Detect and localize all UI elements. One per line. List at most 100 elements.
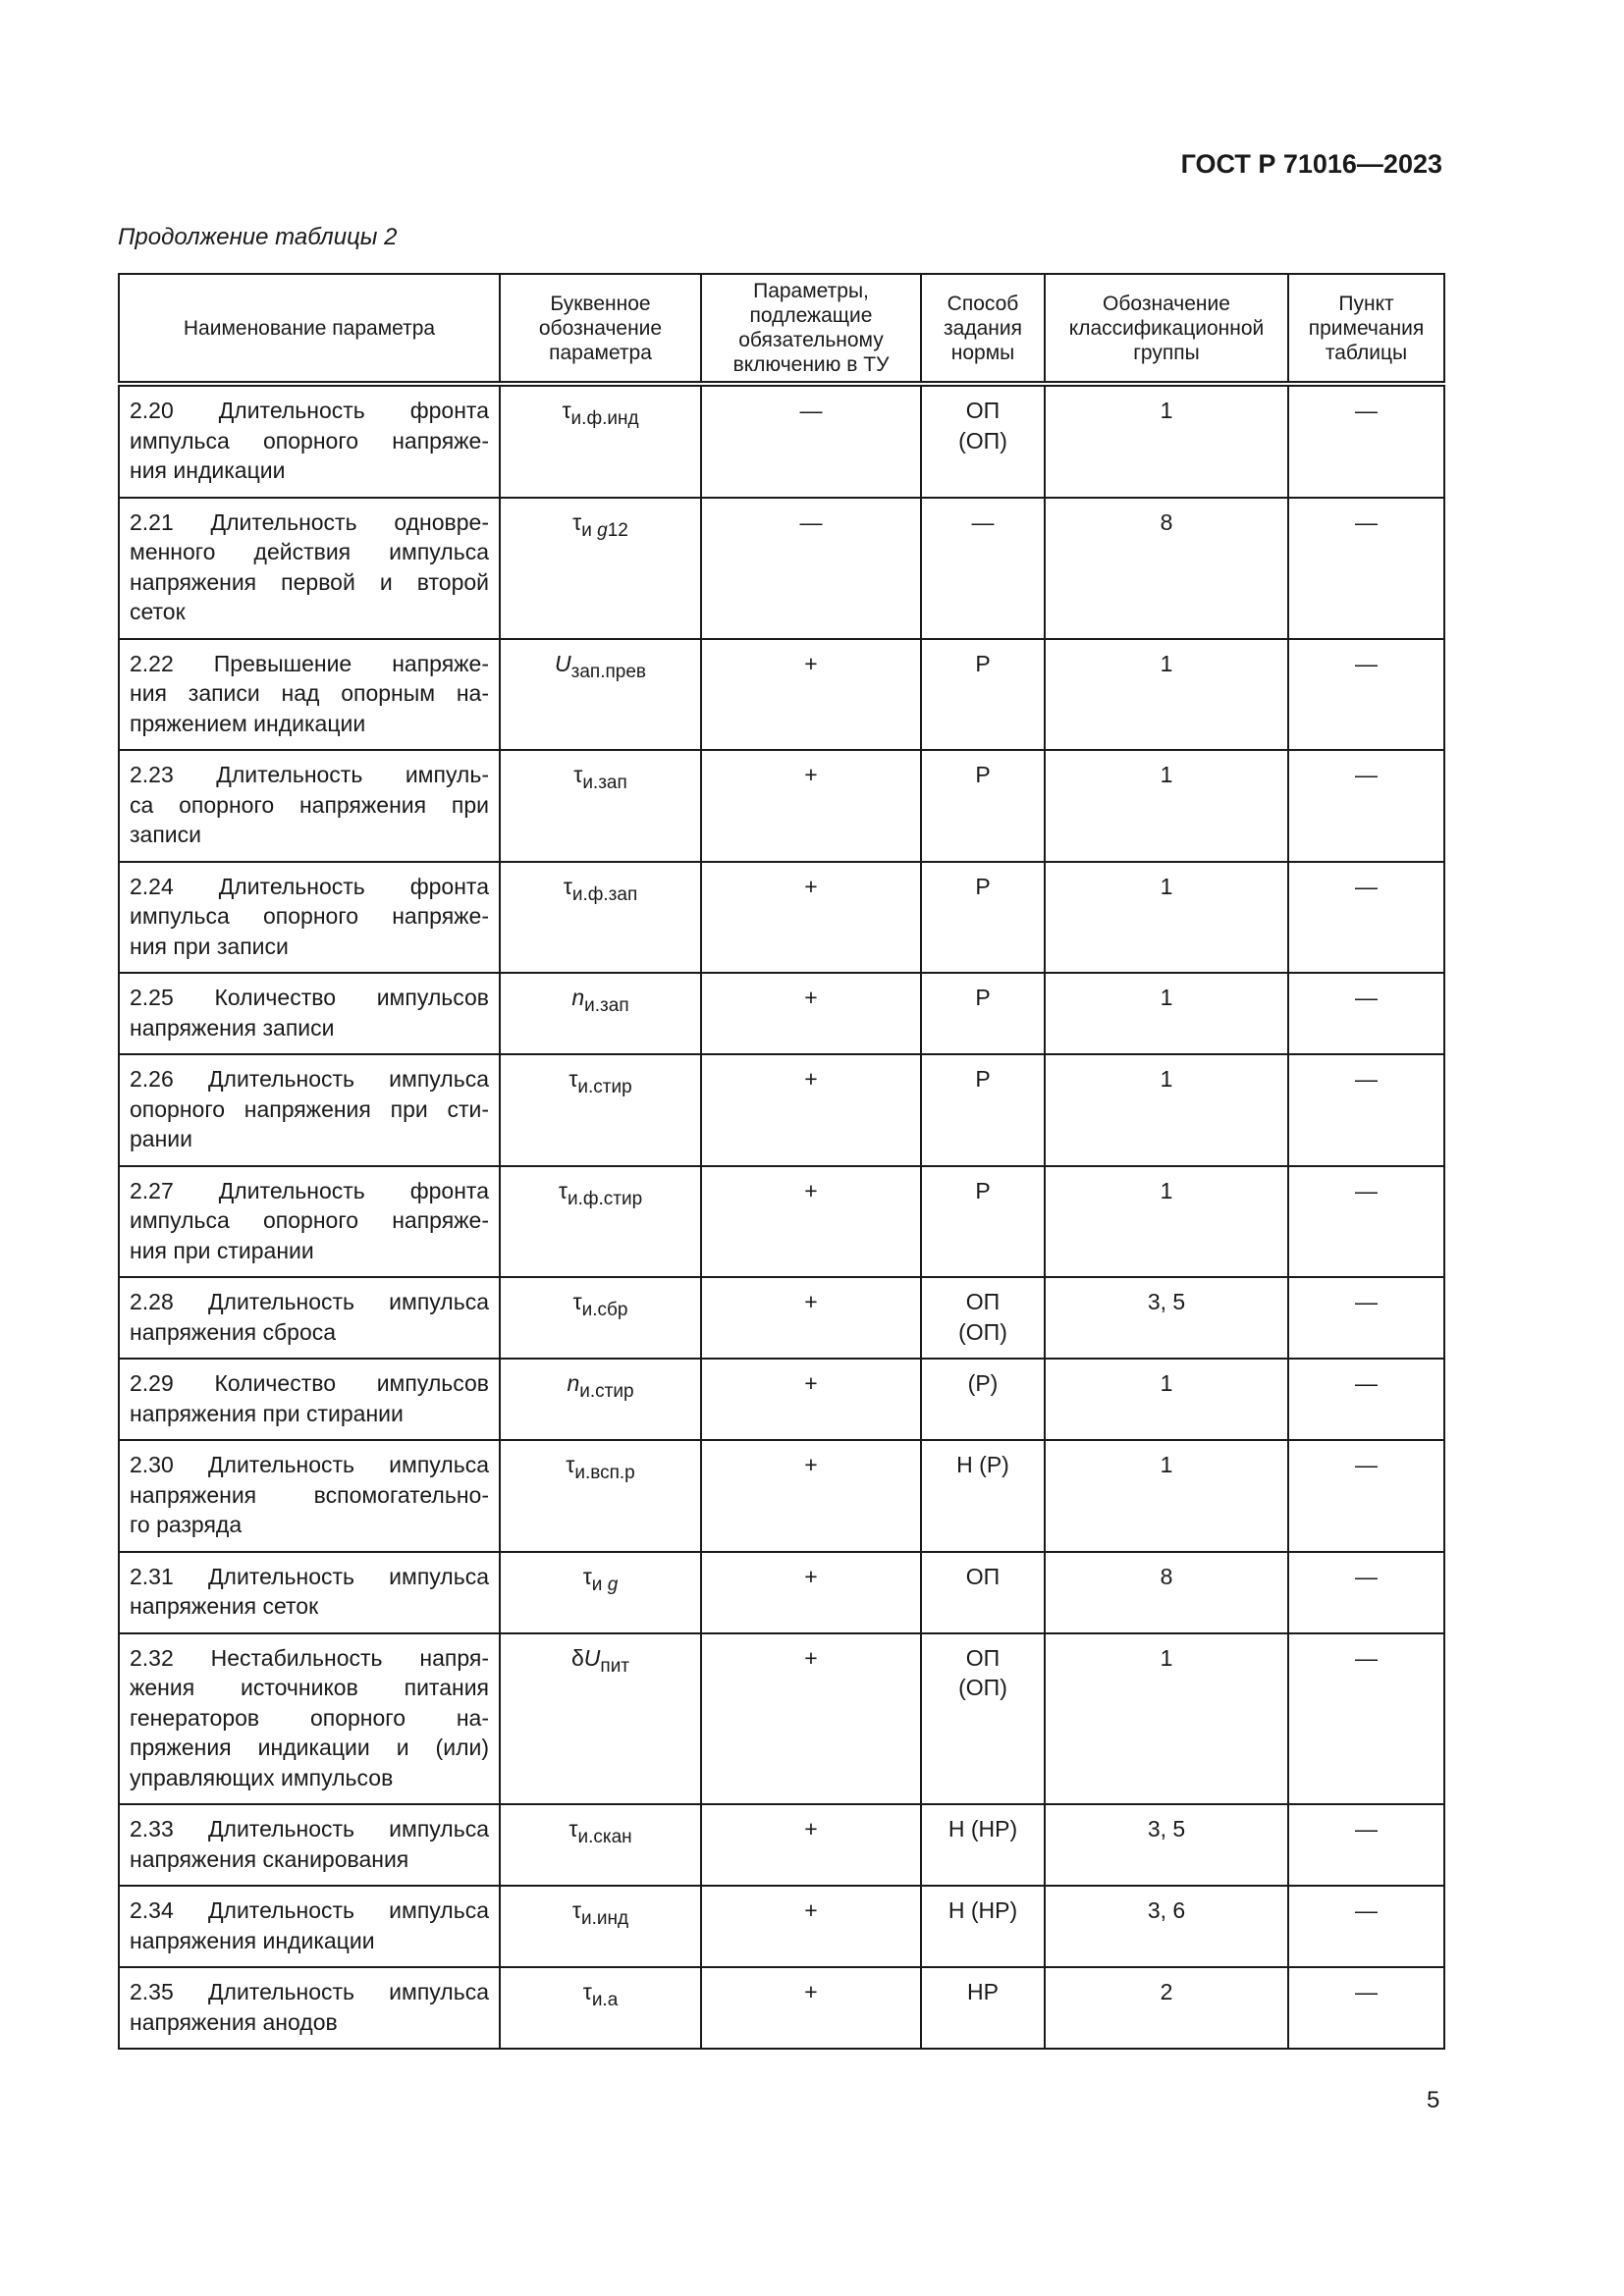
parameter-name-line: напряжения сеток [130, 1593, 319, 1619]
table-continuation-caption: Продолжение таблицы 2 [118, 224, 398, 250]
symbol-subscript: зап.прев [571, 662, 646, 682]
symbol-subscript: и.сбр [582, 1300, 628, 1320]
tu-cell: + [700, 1803, 922, 1887]
method-cell: Р [920, 860, 1046, 974]
subscript-italic: g [597, 519, 608, 541]
symbol-subscript: и.стир [579, 1381, 633, 1402]
note-cell: — [1287, 1164, 1445, 1278]
parameter-name-line: 2.28 Длительность импульса [130, 1289, 489, 1314]
symbol-base: n [571, 985, 585, 1010]
table-row: 2.27 Длительность фронта импульса опорног… [118, 1164, 1445, 1278]
symbol-subscript: и g [592, 1575, 618, 1595]
parameter-name-line: ния записи над опорным на- [130, 680, 489, 706]
parameter-name-cell: 2.26 Длительность импульса опорного напря… [118, 1053, 501, 1167]
parameter-name-cell: 2.24 Длительность фронта импульса опорног… [118, 860, 501, 974]
note-cell: — [1287, 1631, 1445, 1805]
symbol-base: τ [582, 1979, 592, 2004]
tu-cell: + [700, 1164, 922, 1278]
parameter-name-cell: 2.22 Превышение напряже-ния записи над о… [118, 637, 501, 751]
group-cell: 8 [1044, 1550, 1289, 1634]
symbol-base: τ [568, 1066, 578, 1092]
parameter-name-line: генераторов опорного на- [130, 1704, 489, 1731]
method-cell: ОП [920, 1550, 1046, 1634]
parameter-name-line: 2.29 Количество импульсов [130, 1370, 489, 1396]
symbol-base: τ [558, 1177, 568, 1203]
parameter-name-line: 2.33 Длительность импульса [130, 1816, 489, 1842]
tu-cell: — [700, 383, 922, 499]
method-cell: Р [920, 972, 1046, 1055]
parameter-name-line: менного действия импульса [130, 539, 489, 564]
tu-cell: + [700, 749, 922, 863]
symbol-subscript: и.ф.зап [572, 884, 637, 905]
parameter-name-cell: 2.29 Количество импульсов напряжения при … [118, 1358, 501, 1441]
parameter-name-line: 2.27 Длительность фронта [130, 1177, 489, 1203]
table-row: 2.25 Количество импульсов напряжения запи… [118, 972, 1445, 1055]
tu-cell: + [700, 1053, 922, 1167]
parameter-name-cell: 2.25 Количество импульсов напряжения запи… [118, 972, 501, 1055]
parameter-symbol: τи.а [582, 1979, 619, 2010]
parameter-symbol: Uзап.прев [555, 650, 646, 682]
group-cell: 1 [1044, 1053, 1289, 1167]
parameter-name-line: 2.21 Длительность одновре- [130, 508, 489, 535]
table-row: 2.24 Длительность фронта импульса опорног… [118, 860, 1445, 974]
symbol-subscript: и g12 [581, 520, 628, 541]
parameter-name-line: импульса опорного напряже- [130, 1207, 489, 1233]
note-cell: — [1287, 637, 1445, 751]
subscript-text: и [591, 1574, 608, 1595]
note-cell: — [1287, 1803, 1445, 1887]
document-code: ГОСТ Р 71016—2023 [1180, 149, 1442, 179]
parameter-name-line: напряжения сканирования [130, 1845, 409, 1872]
table-row: 2.22 Превышение напряже-ния записи над о… [118, 637, 1445, 751]
tu-cell: + [700, 1550, 922, 1634]
parameter-name-cell: 2.35 Длительность импульса напряжения ано… [118, 1966, 501, 2050]
group-cell: 1 [1044, 637, 1289, 751]
method-cell: ОП (ОП) [920, 383, 1046, 499]
subscript-text: и.всп.р [574, 1463, 635, 1483]
parameter-symbol-cell: τи.инд [499, 1885, 702, 1968]
symbol-subscript: и.всп.р [574, 1463, 634, 1483]
parameters-table: Наименование параметра Буквенное обознач… [118, 273, 1445, 2050]
note-cell: — [1287, 972, 1445, 1055]
tu-cell: + [700, 972, 922, 1055]
method-cell: ОП (ОП) [920, 1276, 1046, 1360]
note-cell: — [1287, 383, 1445, 499]
symbol-subscript: и.инд [581, 1908, 628, 1929]
table-row: 2.32 Нестабильность напря-жения источник… [118, 1631, 1445, 1805]
group-cell: 3, 5 [1044, 1803, 1289, 1887]
symbol-prefix: δ [570, 1644, 584, 1671]
parameter-symbol-cell: δUпит [499, 1631, 702, 1805]
note-cell: — [1287, 1550, 1445, 1634]
subscript-text: пит [600, 1655, 630, 1677]
symbol-base: τ [568, 1816, 578, 1842]
parameter-name-cell: 2.30 Длительность импульса напряжения всп… [118, 1439, 501, 1553]
parameter-name-line: сеток [130, 599, 186, 624]
tu-cell: + [700, 1631, 922, 1805]
group-cell: 3, 5 [1044, 1276, 1289, 1360]
method-cell: Р [920, 637, 1046, 751]
symbol-base: τ [562, 398, 571, 423]
group-cell: 2 [1044, 1966, 1289, 2050]
parameter-symbol-cell: nи.стир [499, 1358, 702, 1441]
group-cell: 1 [1044, 1439, 1289, 1553]
method-cell: Р [920, 1053, 1046, 1167]
tu-cell: + [700, 1966, 922, 2050]
parameter-name-line: импульса опорного напряже- [130, 903, 489, 929]
note-cell: — [1287, 1439, 1445, 1553]
parameter-name-cell: 2.32 Нестабильность напря-жения источник… [118, 1631, 501, 1805]
parameter-name-line: управляющих импульсов [130, 1764, 394, 1790]
page-number: 5 [1427, 2087, 1440, 2113]
note-cell: — [1287, 749, 1445, 863]
parameter-name-line: напряжения первой и второй [130, 568, 489, 595]
symbol-base: τ [563, 873, 572, 899]
parameter-name-line: пряжением индикации [130, 710, 366, 736]
note-cell: — [1287, 1885, 1445, 1968]
parameter-name-line: 2.22 Превышение напряже- [130, 650, 489, 676]
parameter-symbol-cell: τи.всп.р [499, 1439, 702, 1553]
symbol-base: τ [571, 1897, 581, 1923]
parameter-name-line: го разряда [130, 1512, 243, 1537]
parameter-symbol: τи.скан [568, 1816, 631, 1847]
column-header-note: Пункт примечания таблицы [1287, 273, 1445, 387]
parameter-symbol: nи.зап [571, 985, 628, 1016]
parameter-name-line: 2.26 Длительность импульса [130, 1066, 489, 1092]
symbol-base: U [555, 650, 571, 676]
